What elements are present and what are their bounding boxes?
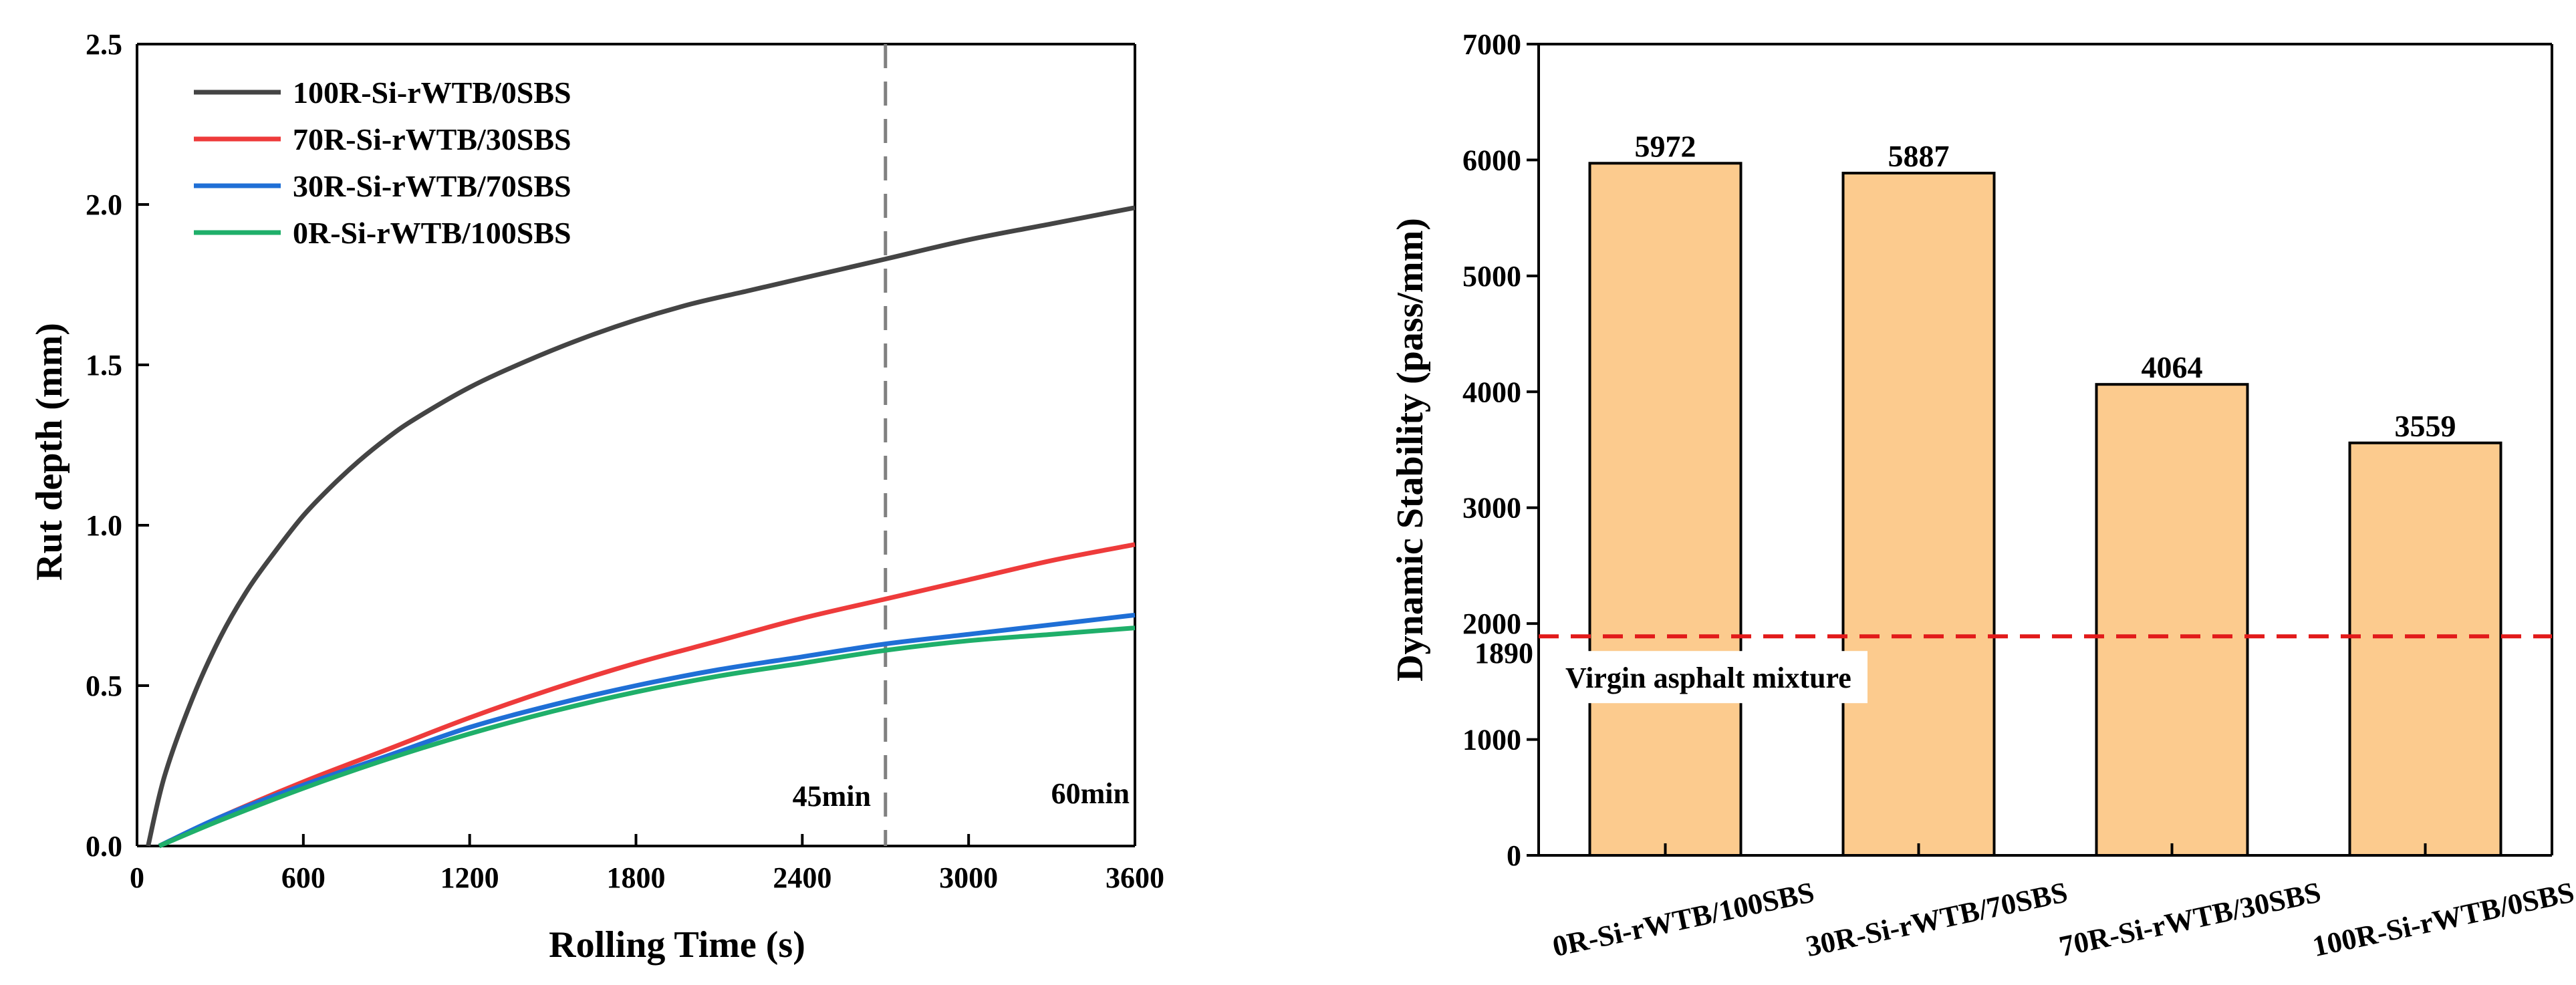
dynamic-stability-chart: 0 1000 2000 3000 4000 5000 6000 7000 5972 0R-Si-… [1390, 28, 2576, 963]
legend-label: 0R-Si-rWTB/100SBS [293, 216, 571, 250]
right-x-tick-label: 70R-Si-rWTB/30SBS [2056, 875, 2323, 963]
left-y-tick-label: 0.0 [86, 830, 122, 863]
left-y-tick-label: 2.5 [86, 28, 122, 61]
right-x-tick-label: 0R-Si-rWTB/100SBS [1549, 875, 1817, 963]
line-series [146, 205, 1136, 849]
right-y-tick-label: 7000 [1462, 28, 1521, 61]
reference-annotation-box [1552, 651, 1867, 704]
left-x-tick-label: 2400 [773, 861, 831, 894]
bar-value-label: 3559 [2395, 409, 2456, 443]
left-x-tick-label: 600 [281, 861, 326, 894]
annotation-60min: 60min [1051, 777, 1130, 810]
right-y-tick-label: 2000 [1462, 607, 1521, 640]
legend: 100R-Si-rWTB/0SBS 70R-Si-rWTB/30SBS 30R-Si… [194, 76, 571, 250]
left-y-tick-label: 0.5 [86, 670, 122, 702]
legend-label: 30R-Si-rWTB/70SBS [293, 169, 571, 203]
series-line-3 [158, 625, 1136, 849]
left-y-tick-label: 1.5 [86, 349, 122, 382]
bar-series: 5972 0R-Si-rWTB/100SBS 5887 30R-Si-rWTB/70S… [1549, 129, 2576, 963]
left-x-tick-label: 1800 [607, 861, 666, 894]
right-x-tick-label: 100R-Si-rWTB/0SBS [2309, 875, 2576, 963]
right-y-tick-label: 5000 [1462, 260, 1521, 293]
left-x-tick-label: 1200 [440, 861, 499, 894]
right-y-tick-label: 0 [1507, 839, 1521, 872]
right-y-tick-label: 1000 [1462, 724, 1521, 756]
reference-value-label: 1890 [1474, 637, 1533, 670]
right-y-tick-label: 4000 [1462, 376, 1521, 408]
left-y-tick-label: 2.0 [86, 188, 122, 221]
right-y-axis-title: Dynamic Stability (pass/mm) [1390, 218, 1431, 682]
right-y-tick-label: 6000 [1462, 144, 1521, 176]
series-line-2 [158, 612, 1136, 849]
left-x-tick-label: 3000 [939, 861, 998, 894]
left-y-axis-title: Rut depth (mm) [29, 323, 70, 581]
legend-label: 70R-Si-rWTB/30SBS [293, 122, 571, 156]
left-x-axis-title: Rolling Time (s) [549, 924, 805, 966]
right-y-tick-label: 3000 [1462, 492, 1521, 525]
rut-depth-chart: 0 600 1200 1800 2400 3000 3600 0.0 0.5 1.0 1.5 2.0… [29, 28, 1164, 966]
series-line-0 [146, 205, 1136, 847]
bar-3 [2348, 441, 2502, 857]
left-x-tick-label: 3600 [1106, 861, 1164, 894]
bar-value-label: 5887 [1888, 139, 1950, 173]
annotation-45min: 45min [793, 780, 871, 813]
bar-2 [2095, 383, 2249, 857]
bar-0 [1588, 162, 1743, 857]
bar-1 [1841, 172, 1996, 857]
left-x-ticks: 0 600 1200 1800 2400 3000 3600 [130, 834, 1164, 894]
right-y-ticks: 0 1000 2000 3000 4000 5000 6000 7000 [1462, 28, 1539, 872]
series-line-1 [158, 542, 1136, 849]
bar-value-label: 4064 [2142, 350, 2203, 384]
reference-annotation: Virgin asphalt mixture [1565, 662, 1851, 694]
legend-label: 100R-Si-rWTB/0SBS [293, 76, 571, 110]
left-y-ticks: 0.0 0.5 1.0 1.5 2.0 2.5 [86, 28, 149, 863]
right-x-tick-label: 30R-Si-rWTB/70SBS [1803, 875, 2070, 963]
left-x-tick-label: 0 [130, 861, 144, 894]
bar-value-label: 5972 [1635, 129, 1696, 163]
left-y-tick-label: 1.0 [86, 509, 122, 542]
